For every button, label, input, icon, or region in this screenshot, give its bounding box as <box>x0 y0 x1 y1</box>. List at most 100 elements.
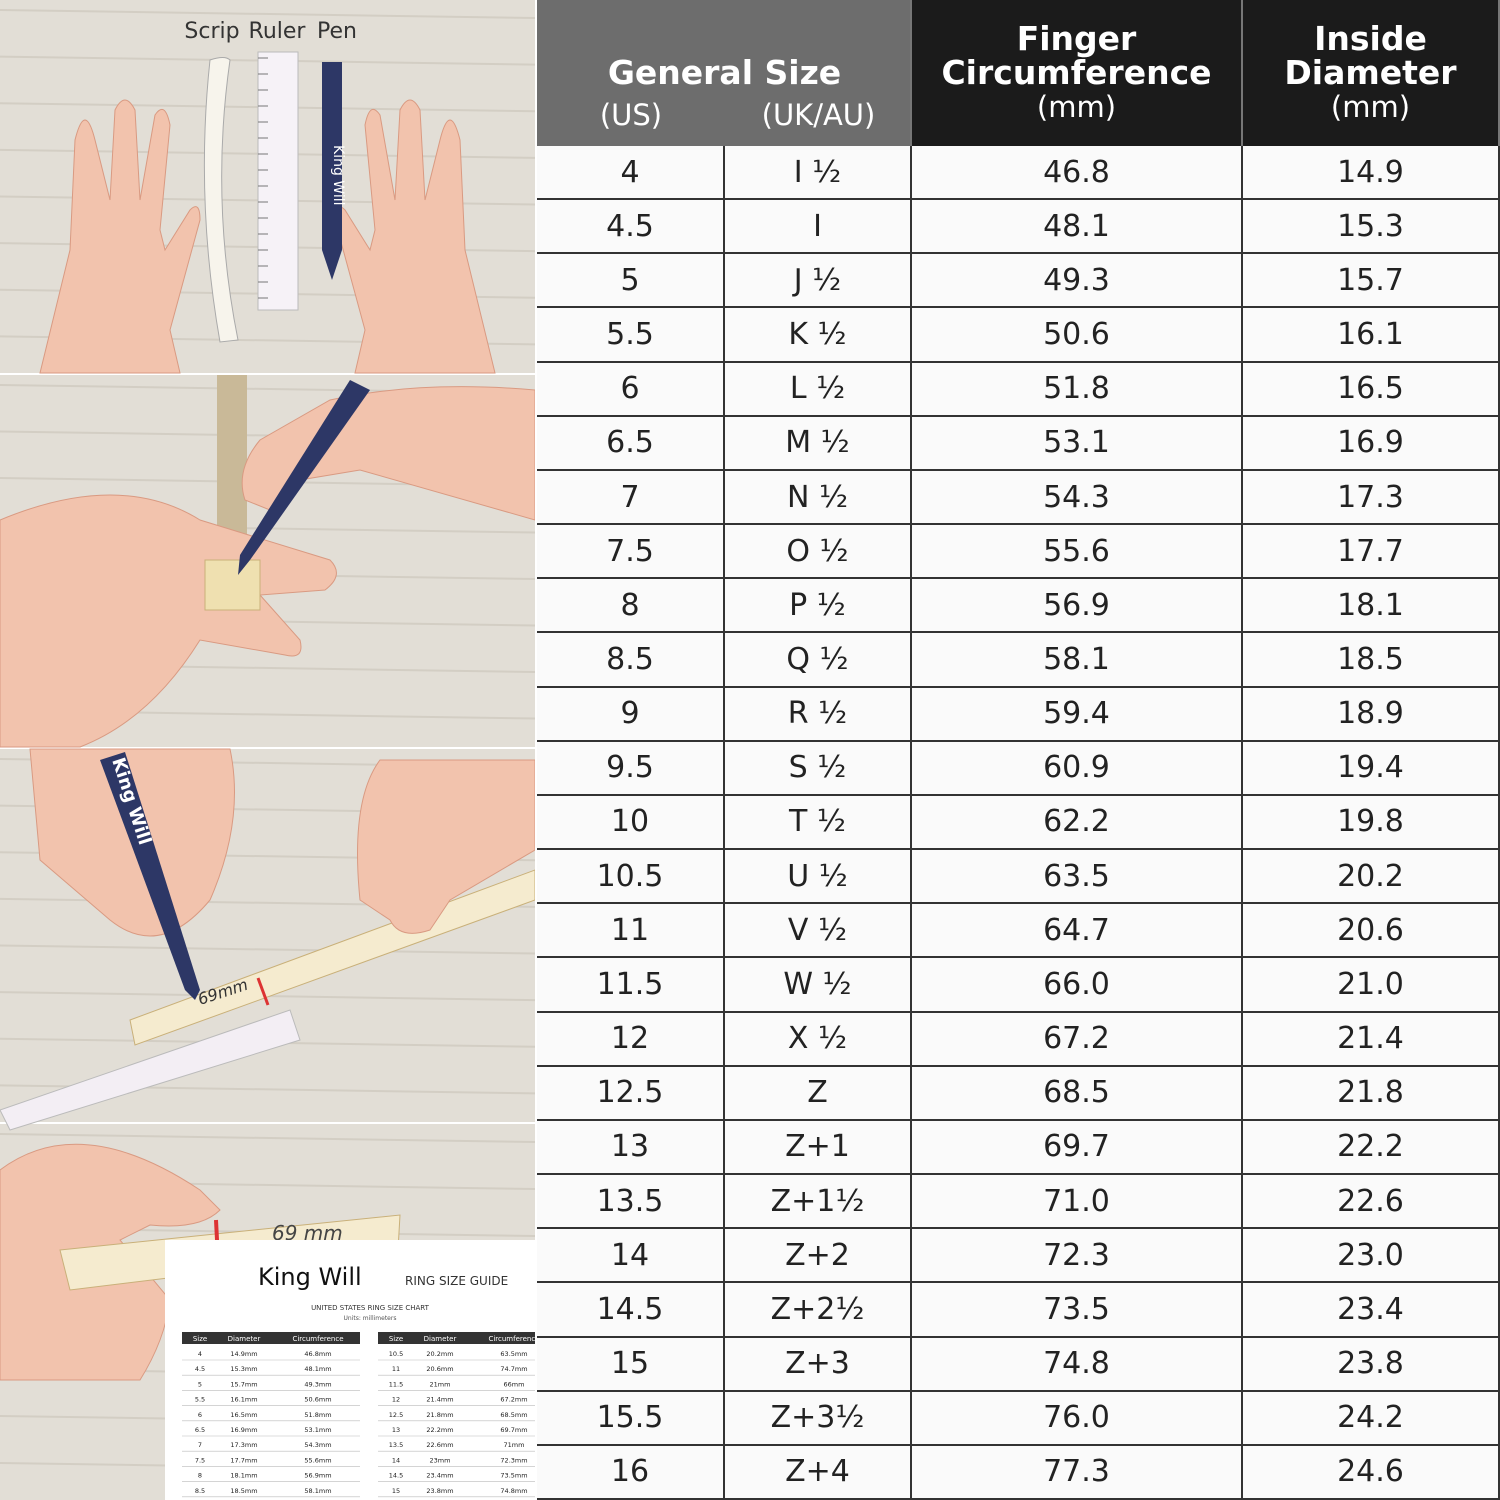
table-cell: 18.9 <box>1243 687 1500 742</box>
guide-cell: 7 <box>198 1441 202 1449</box>
table-cell: 19.8 <box>1243 795 1500 851</box>
table-cell: 56.9 <box>912 579 1243 634</box>
guide-title: RING SIZE GUIDE <box>405 1274 508 1288</box>
table-cell: 51.8 <box>912 362 1243 417</box>
guide-cell: 20.2mm <box>426 1350 453 1358</box>
guide-cell: 6 <box>198 1411 202 1419</box>
guide-cell: 13.5 <box>389 1441 403 1449</box>
guide-cell: 16.1mm <box>230 1396 257 1404</box>
guide-cell: 21.8mm <box>426 1411 453 1419</box>
table-cell: 5.5 <box>537 308 725 363</box>
table-cell: V ½ <box>725 904 912 959</box>
guide-cell: 49.3mm <box>304 1380 331 1388</box>
table-cell: Z+4 <box>725 1445 912 1500</box>
table-cell: 17.3 <box>1243 470 1500 526</box>
guide-cell: 63.5mm <box>500 1350 527 1358</box>
guide-cell: 6.5 <box>195 1426 205 1434</box>
table-cell: Z+2 <box>725 1229 912 1284</box>
tool-label: Pen <box>317 19 357 44</box>
guide-cell: 10.5 <box>389 1350 403 1358</box>
guide-cell: 53.1mm <box>304 1426 331 1434</box>
table-cell: 4.5 <box>537 200 725 255</box>
table-cell: 22.6 <box>1243 1175 1500 1230</box>
guide-cell: 15.3mm <box>230 1365 257 1373</box>
guide-header-row <box>378 1332 535 1344</box>
table-cell: 11 <box>537 904 725 959</box>
table-cell: 10 <box>537 795 725 851</box>
guide-cell: 15.7mm <box>230 1380 257 1388</box>
guide-cell: 16.9mm <box>230 1426 257 1434</box>
hand <box>241 386 535 521</box>
header-unit: (mm) <box>1330 90 1411 124</box>
table-cell: 19.4 <box>1243 741 1500 796</box>
pen <box>322 62 342 280</box>
guide-cell: 5 <box>198 1380 202 1388</box>
hand <box>357 759 535 934</box>
guide-cell: 21mm <box>430 1380 451 1388</box>
guide-cell: 68.5mm <box>500 1411 527 1419</box>
table-cell: 48.1 <box>912 200 1243 255</box>
guide-cell: 4.5 <box>195 1365 205 1373</box>
table-cell: 46.8 <box>912 146 1243 201</box>
guide-cell: 51.8mm <box>304 1411 331 1419</box>
table-cell: Z+3½ <box>725 1391 912 1446</box>
table-cell: 14.5 <box>537 1283 725 1338</box>
guide-brand: King Will <box>258 1263 362 1291</box>
table-cell: 24.2 <box>1243 1391 1500 1446</box>
table-cell: 74.8 <box>912 1337 1243 1392</box>
table-cell: W ½ <box>725 958 912 1013</box>
table-cell: 20.2 <box>1243 850 1500 905</box>
pen <box>238 380 370 575</box>
table-cell: K ½ <box>725 308 912 363</box>
tool-label: Ruler <box>249 19 307 44</box>
table-cell: 21.0 <box>1243 958 1500 1013</box>
guide-cell: 7.5 <box>195 1456 205 1464</box>
table-cell: 15 <box>537 1337 725 1392</box>
table-cell: 16 <box>537 1445 725 1500</box>
table-cell: 14.9 <box>1243 146 1500 201</box>
table-cell: 7.5 <box>537 525 725 580</box>
table-cell: 6.5 <box>537 416 725 471</box>
table-cell: 72.3 <box>912 1229 1243 1284</box>
guide-units: Units: millimeters <box>344 1315 397 1322</box>
table-cell: 50.6 <box>912 308 1243 363</box>
table-cell: J ½ <box>725 254 912 309</box>
table-cell: 16.5 <box>1243 362 1500 417</box>
guide-cell: 73.5mm <box>500 1472 527 1480</box>
guide-cell: 17.7mm <box>230 1456 257 1464</box>
mark <box>256 977 270 1006</box>
table-cell: 60.9 <box>912 741 1243 796</box>
general-size-header: General Size (US) (UK/AU) <box>537 0 912 146</box>
guide-header: Circumference <box>488 1335 535 1343</box>
guide-cell: 13 <box>392 1426 400 1434</box>
guide-cell: 22.2mm <box>426 1426 453 1434</box>
table-cell: 21.8 <box>1243 1066 1500 1121</box>
table-cell: 16.9 <box>1243 416 1500 471</box>
header-title: General Size <box>607 53 842 92</box>
guide-cell: 58.1mm <box>304 1487 331 1495</box>
table-cell: 18.5 <box>1243 633 1500 688</box>
table-cell: 12.5 <box>537 1066 725 1121</box>
guide-subtitle: UNITED STATES RING SIZE CHART <box>311 1304 430 1312</box>
table-cell: 66.0 <box>912 958 1243 1013</box>
guide-cell: 8.5 <box>195 1487 205 1495</box>
table-cell: 77.3 <box>912 1445 1243 1500</box>
guide-cell: 17.3mm <box>230 1441 257 1449</box>
inside-header: Inside Diameter (mm) <box>1243 0 1500 146</box>
guide-cell: 23.4mm <box>426 1472 453 1480</box>
guide-cell: 12.5 <box>389 1411 403 1419</box>
pen <box>100 752 200 1000</box>
guide-cell: 15 <box>392 1487 400 1495</box>
guide-cell: 14 <box>392 1456 400 1464</box>
table-cell: 69.7 <box>912 1120 1243 1176</box>
guide-cell: 54.3mm <box>304 1441 331 1449</box>
guide-cell: 23.8mm <box>426 1487 453 1495</box>
hand <box>39 99 201 374</box>
brand: King Will <box>330 145 346 205</box>
guide-cell: 66mm <box>504 1380 525 1388</box>
guide-cell: 23mm <box>430 1456 451 1464</box>
table-cell: 67.2 <box>912 1012 1243 1067</box>
table-cell: 20.6 <box>1243 904 1500 959</box>
table-cell: O ½ <box>725 525 912 580</box>
